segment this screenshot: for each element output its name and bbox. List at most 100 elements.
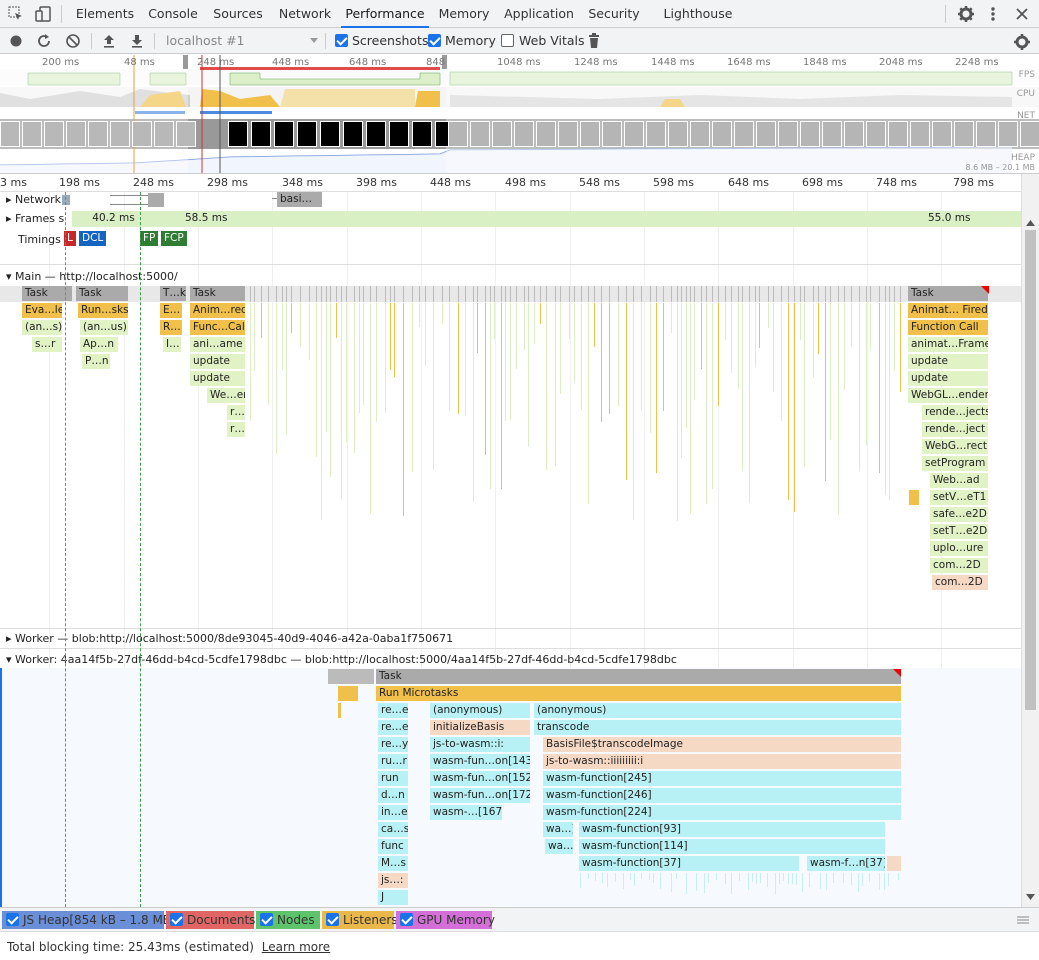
- call-bar[interactable]: E…: [160, 303, 182, 318]
- network-request[interactable]: [62, 195, 70, 205]
- network-request-basis[interactable]: basi…: [277, 192, 322, 207]
- network-request[interactable]: [148, 193, 164, 207]
- call-bar[interactable]: J: [378, 890, 408, 905]
- tab-sources[interactable]: Sources: [213, 6, 263, 21]
- call-bar[interactable]: uplo…ure: [930, 541, 988, 556]
- call-bar[interactable]: safe…e2D: [930, 507, 988, 522]
- call-bar[interactable]: (an…us): [80, 320, 128, 335]
- timeline-overview[interactable]: 200 ms 48 ms 248 ms 448 ms 648 ms 848 10…: [0, 55, 1039, 174]
- call-bar[interactable]: setT…e2D: [930, 524, 988, 539]
- call-bar[interactable]: d…n: [378, 788, 408, 803]
- call-bar[interactable]: re…e: [378, 720, 408, 735]
- gpu-memory-checkbox[interactable]: [400, 913, 413, 926]
- call-bar[interactable]: rende…jects: [922, 405, 988, 420]
- task-bar[interactable]: T…k: [160, 286, 186, 301]
- nodes-checkbox[interactable]: [260, 913, 273, 926]
- tab-lighthouse[interactable]: Lighthouse: [663, 6, 733, 21]
- tab-application[interactable]: Application: [504, 6, 574, 21]
- worker1-toggle[interactable]: ▸ Worker — blob:http://localhost:5000/8d…: [6, 632, 454, 645]
- call-bar[interactable]: Function Call: [908, 320, 988, 335]
- call-bar[interactable]: Anim…red: [190, 303, 245, 318]
- call-bar[interactable]: wasm-fun…on[143]: [430, 754, 530, 769]
- call-bar[interactable]: js-to-wasm::iiiiiiiii:i: [543, 754, 901, 769]
- call-bar[interactable]: I…: [163, 337, 181, 352]
- upload-profile-icon[interactable]: [101, 33, 117, 49]
- record-icon[interactable]: [9, 34, 23, 48]
- call-bar[interactable]: (anonymous): [534, 703, 901, 718]
- call-bar[interactable]: wasm-function[246]: [543, 788, 901, 803]
- call-bar[interactable]: update: [908, 371, 988, 386]
- clear-icon[interactable]: [65, 33, 81, 49]
- call-bar[interactable]: update: [908, 354, 988, 369]
- call-bar[interactable]: Ap…n: [80, 337, 118, 352]
- network-request[interactable]: [110, 195, 155, 205]
- inspect-element-icon[interactable]: [8, 6, 24, 22]
- task-bar[interactable]: Task: [22, 286, 72, 301]
- capture-settings-icon[interactable]: [1013, 33, 1031, 51]
- listeners-checkbox[interactable]: [326, 913, 339, 926]
- documents-checkbox[interactable]: [170, 913, 183, 926]
- call-bar[interactable]: Web…ad: [930, 473, 988, 488]
- tab-performance[interactable]: Performance: [341, 0, 429, 28]
- tab-elements[interactable]: Elements: [75, 6, 135, 21]
- settings-gear-icon[interactable]: [957, 5, 975, 23]
- fcp-marker[interactable]: FCP: [161, 231, 187, 246]
- call-bar[interactable]: initializeBasis: [430, 720, 530, 735]
- call-bar[interactable]: R…: [160, 320, 182, 335]
- task-bar[interactable]: Task: [908, 286, 988, 301]
- call-bar[interactable]: js…:: [378, 873, 408, 888]
- call-bar[interactable]: wasm-fun…on[172]: [430, 788, 530, 803]
- device-toolbar-icon[interactable]: [34, 5, 52, 23]
- tab-network[interactable]: Network: [278, 6, 332, 21]
- call-bar[interactable]: update: [190, 354, 245, 369]
- call-bar[interactable]: WebGL…ender: [908, 388, 988, 403]
- call-bar[interactable]: s…r: [32, 337, 62, 352]
- close-devtools-icon[interactable]: [1014, 6, 1030, 22]
- call-bar[interactable]: update: [190, 371, 245, 386]
- scrollbar-thumb[interactable]: [1025, 230, 1036, 710]
- call-bar[interactable]: re…e: [378, 703, 408, 718]
- panel-resize-handle-icon[interactable]: [1017, 916, 1029, 924]
- call-bar[interactable]: wa…]: [543, 822, 573, 837]
- call-bar[interactable]: wasm-function[224]: [543, 805, 901, 820]
- call-bar[interactable]: r…: [227, 405, 245, 420]
- call-bar[interactable]: Eva…le: [22, 303, 62, 318]
- call-bar[interactable]: r…: [227, 422, 245, 437]
- network-track-toggle[interactable]: ▸ Network: [6, 193, 61, 206]
- call-bar[interactable]: Run…sks: [78, 303, 128, 318]
- call-bar[interactable]: animat…Frame: [908, 337, 988, 352]
- legend-js-heap[interactable]: JS Heap[854 kB – 1.8 MB]: [2, 911, 176, 929]
- fp-marker[interactable]: FP: [140, 231, 159, 246]
- learn-more-link[interactable]: Learn more: [261, 940, 331, 954]
- legend-gpu-memory[interactable]: GPU Memory: [396, 911, 495, 929]
- call-bar[interactable]: (anonymous): [430, 703, 530, 718]
- frame-duration[interactable]: 40.2 ms: [92, 212, 135, 224]
- call-bar[interactable]: (an…s): [22, 320, 62, 335]
- call-bar[interactable]: BasisFile$transcodeImage: [543, 737, 901, 752]
- call-bar[interactable]: setV…eT1: [930, 490, 988, 505]
- tab-memory[interactable]: Memory: [438, 6, 490, 21]
- call-bar[interactable]: in…e: [378, 805, 408, 820]
- screenshots-checkbox[interactable]: [335, 34, 348, 47]
- call-bar[interactable]: wasm-f…n[37]: [807, 856, 885, 871]
- more-options-icon[interactable]: [986, 5, 1000, 23]
- scroll-down-arrow-icon[interactable]: [1026, 894, 1035, 900]
- frames-track-toggle[interactable]: ▸ Frames s: [6, 212, 65, 225]
- js-heap-checkbox[interactable]: [6, 913, 19, 926]
- call-bar[interactable]: re…y: [378, 737, 408, 752]
- call-bar[interactable]: wasm-function[245]: [543, 771, 901, 786]
- worker2-toggle[interactable]: ▾ Worker: 4aa14f5b-27df-46dd-b4cd-5cdfe1…: [6, 653, 677, 666]
- recording-select[interactable]: localhost #1: [166, 33, 245, 48]
- call-bar[interactable]: wasm-…[167]: [430, 805, 502, 820]
- call-bar[interactable]: wa…]: [545, 839, 573, 854]
- call-bar[interactable]: com…2D: [932, 575, 988, 590]
- worker-task-bar[interactable]: Task: [376, 669, 901, 684]
- call-bar[interactable]: WebG…rect: [922, 439, 988, 454]
- call-bar[interactable]: setProgram: [922, 456, 988, 471]
- call-bar[interactable]: com…2D: [930, 558, 988, 573]
- call-bar[interactable]: [338, 703, 341, 718]
- call-bar[interactable]: js-to-wasm::i:: [430, 737, 530, 752]
- call-bar[interactable]: M…s: [378, 856, 408, 871]
- task-bar[interactable]: Task: [76, 286, 128, 301]
- legend-nodes[interactable]: Nodes: [256, 911, 320, 929]
